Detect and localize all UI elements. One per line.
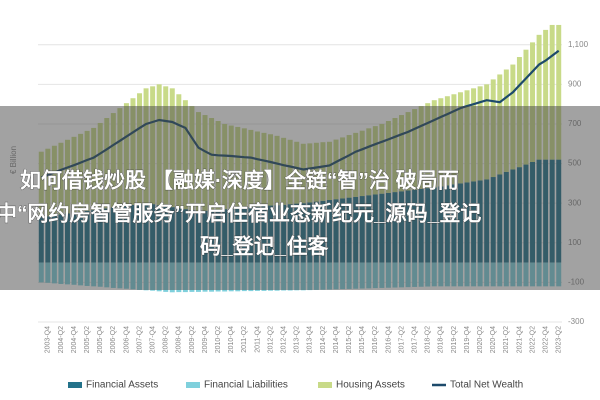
x-tick-label: 2019-Q4 — [464, 326, 471, 353]
x-tick-label: 2018-Q4 — [438, 326, 445, 353]
x-tick-label: 2009-Q2 — [189, 326, 196, 353]
x-tick-label: 2006-Q4 — [123, 326, 130, 353]
x-tick-label: 2014-Q2 — [320, 326, 327, 353]
x-tick-label: 2017-Q4 — [411, 326, 418, 353]
x-tick-label: 2008-Q2 — [163, 326, 170, 353]
x-tick-label: 2003-Q4 — [45, 326, 52, 353]
x-tick-label: 2012-Q2 — [267, 326, 274, 353]
x-tick-label: 2011-Q2 — [241, 326, 248, 353]
x-tick-label: 2012-Q4 — [280, 326, 287, 353]
legend-label: Financial Liabilities — [204, 380, 288, 391]
x-tick-label: 2009-Q4 — [202, 326, 209, 353]
y-tick-label: 900 — [568, 79, 582, 88]
legend-swatch — [318, 382, 332, 388]
legend: Financial Assets Financial Liabilities Hou… — [68, 380, 523, 391]
x-tick-label: 2020-Q4 — [490, 326, 497, 353]
legend-swatch — [68, 382, 82, 388]
legend-label: Financial Assets — [86, 380, 158, 391]
x-tick-label: 2010-Q4 — [228, 326, 235, 353]
x-tick-label: 2007-Q4 — [149, 326, 156, 353]
banner-band — [0, 106, 600, 290]
x-tick-label: 2021-Q4 — [516, 326, 523, 353]
x-tick-label: 2022-Q4 — [542, 326, 549, 353]
x-tick-label: 2018-Q2 — [425, 326, 432, 353]
x-tick-label: 2015-Q2 — [346, 326, 353, 353]
banner-line: 码_登记_住客 — [200, 235, 329, 259]
banner-line: 中“网约房智管服务”开启住宿业态新纪元_源码_登记 — [0, 202, 481, 226]
legend-label: Total Net Wealth — [450, 380, 523, 391]
x-tick-label: 2006-Q2 — [110, 326, 117, 353]
x-tick-label: 2015-Q4 — [359, 326, 366, 353]
bar — [543, 29, 549, 160]
x-tick-label: 2021-Q2 — [503, 326, 510, 353]
x-tick-label: 2014-Q4 — [333, 326, 340, 353]
bar — [530, 42, 536, 162]
banner-line: 如何借钱炒股 【融媒·深度】全链“智”治 破局而 — [20, 169, 459, 193]
x-tick-label: 2010-Q2 — [215, 326, 222, 353]
y-tick-label: -300 — [568, 317, 585, 326]
x-tick-label: 2013-Q2 — [294, 326, 301, 353]
y-tick-label: 1,100 — [568, 40, 589, 49]
bar — [536, 34, 542, 160]
x-tick-label: 2011-Q4 — [254, 326, 261, 353]
x-tick-label: 2004-Q2 — [58, 326, 65, 353]
x-tick-label: 2017-Q2 — [398, 326, 405, 353]
x-tick-label: 2019-Q2 — [451, 326, 458, 353]
legend-label: Housing Assets — [336, 380, 405, 391]
x-tick-label: 2020-Q2 — [477, 326, 484, 353]
x-tick-label: 2023-Q2 — [556, 326, 563, 353]
x-tick-label: 2005-Q4 — [97, 326, 104, 353]
bar — [556, 24, 562, 160]
x-tick-label: 2005-Q2 — [84, 326, 91, 353]
x-tick-label: 2007-Q2 — [136, 326, 143, 353]
x-tick-label: 2016-Q4 — [385, 326, 392, 353]
x-tick-label: 2008-Q4 — [176, 326, 183, 353]
x-tick-label: 2004-Q4 — [71, 326, 78, 353]
bar — [549, 24, 555, 160]
legend-swatch — [186, 382, 200, 388]
x-tick-label: 2013-Q4 — [307, 326, 314, 353]
x-tick-label: 2022-Q2 — [529, 326, 536, 353]
x-tick-label: 2016-Q2 — [372, 326, 379, 353]
